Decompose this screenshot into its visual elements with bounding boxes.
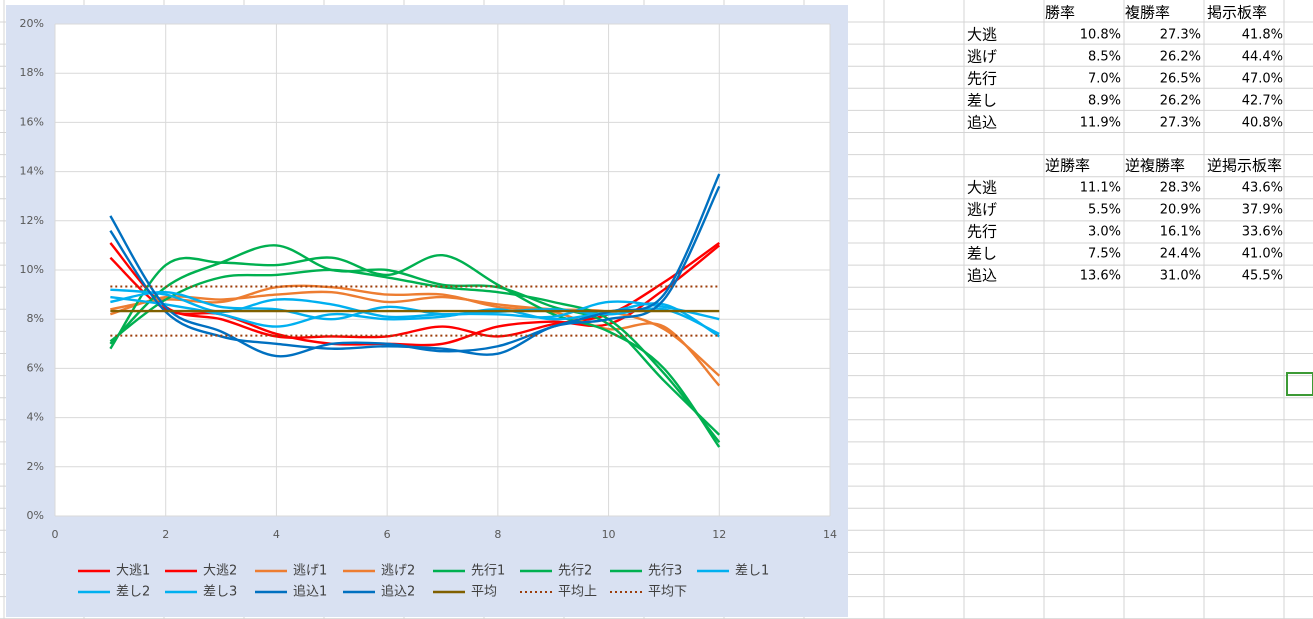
legend-label: 逃げ1 (293, 564, 327, 579)
cell-value: 41.0% (1242, 247, 1283, 262)
x-tick-label: 2 (162, 528, 169, 541)
x-tick-label: 14 (823, 528, 837, 541)
y-tick-label: 10% (20, 263, 44, 276)
axes: 0% 2% 4% 6% 8% 10% 12% 14% 16% 18% 20% 0 2 4 6 8 10 12 14 (20, 17, 837, 541)
row-label: 大逃 (967, 179, 997, 197)
legend-label: 差し3 (203, 585, 237, 600)
y-tick-label: 2% (27, 460, 44, 473)
row-label: 逃げ (967, 48, 997, 66)
column-header: 逆勝率 (1045, 157, 1090, 175)
column-header: 掲示板率 (1207, 4, 1267, 22)
cell-value: 11.9% (1080, 116, 1121, 131)
y-tick-label: 0% (27, 509, 44, 522)
series-line (109, 244, 721, 436)
column-header: 勝率 (1045, 4, 1075, 22)
grid (54, 23, 831, 517)
column-header: 逆掲示板率 (1207, 157, 1282, 175)
y-tick-label: 6% (27, 361, 44, 374)
cell-value: 27.3% (1160, 116, 1201, 131)
legend-label: 追込2 (381, 584, 415, 600)
legend-label: 差し1 (735, 564, 769, 579)
x-tick-label: 8 (494, 528, 501, 541)
column-header: 逆複勝率 (1125, 157, 1185, 175)
legend-label: 大逃1 (116, 564, 150, 579)
cell-value: 41.8% (1242, 28, 1283, 43)
y-tick-label: 14% (20, 165, 44, 178)
lines (109, 173, 721, 448)
y-tick-label: 16% (20, 115, 44, 128)
legend-label: 平均下 (648, 585, 687, 600)
cell-value: 5.5% (1088, 203, 1121, 218)
cell-value: 28.3% (1160, 181, 1201, 196)
legend-label: 先行1 (471, 564, 505, 579)
cell-value: 3.0% (1088, 225, 1121, 240)
y-tick-label: 4% (27, 411, 44, 424)
cell-value: 7.0% (1088, 72, 1121, 87)
cell-value: 26.2% (1160, 50, 1201, 65)
cell-value: 37.9% (1242, 203, 1283, 218)
row-label: 大逃 (967, 26, 997, 44)
row-label: 追込 (967, 267, 997, 285)
cell-value: 33.6% (1242, 225, 1283, 240)
column-header: 複勝率 (1125, 4, 1170, 22)
legend-label: 先行2 (558, 564, 592, 579)
cell-value: 8.9% (1088, 94, 1121, 109)
legend-label: 先行3 (648, 564, 682, 579)
cell-value: 44.4% (1242, 50, 1283, 65)
cell-value: 20.9% (1160, 203, 1201, 218)
row-label: 追込 (967, 114, 997, 132)
y-tick-label: 20% (20, 17, 44, 30)
y-tick-label: 12% (20, 214, 44, 227)
cell-value: 42.7% (1242, 94, 1283, 109)
y-tick-label: 8% (27, 312, 44, 325)
series-line (109, 185, 721, 356)
cell-value: 7.5% (1088, 247, 1121, 262)
cell-value: 27.3% (1160, 28, 1201, 43)
x-tick-label: 10 (602, 528, 616, 541)
row-label: 逃げ (967, 201, 997, 219)
cell-value: 47.0% (1242, 72, 1283, 87)
x-tick-label: 6 (384, 528, 391, 541)
cell-value: 16.1% (1160, 225, 1201, 240)
row-label: 先行 (967, 70, 997, 88)
cell-value: 43.6% (1242, 181, 1283, 196)
cell-value: 40.8% (1242, 116, 1283, 131)
legend: 大逃1 大逃2 逃げ1 逃げ2 先行1 先行2 先行3 差し1 差し2 差し3 追込1 追込2 平均 平均… (78, 564, 769, 600)
cell-value: 24.4% (1160, 247, 1201, 262)
x-tick-label: 12 (712, 528, 726, 541)
cell-value: 45.5% (1242, 269, 1283, 284)
cell-value: 10.8% (1080, 28, 1121, 43)
cell-value: 13.6% (1080, 269, 1121, 284)
row-label: 先行 (967, 223, 997, 241)
x-tick-label: 4 (273, 528, 280, 541)
legend-label: 大逃2 (203, 564, 237, 579)
x-tick-label: 0 (52, 528, 59, 541)
cell-value: 31.0% (1160, 269, 1201, 284)
cell-value: 26.5% (1160, 72, 1201, 87)
row-label: 差し (967, 92, 997, 110)
legend-label: 平均 (471, 585, 497, 600)
series-line (110, 284, 721, 387)
cell-value: 26.2% (1160, 94, 1201, 109)
row-label: 差し (967, 245, 997, 263)
legend-label: 差し2 (116, 585, 150, 600)
cell-value: 8.5% (1088, 50, 1121, 65)
legend-label: 逃げ2 (381, 564, 415, 579)
cell-value: 11.1% (1080, 181, 1121, 196)
y-tick-label: 18% (20, 66, 44, 79)
series-line (109, 254, 721, 448)
selected-cell[interactable] (1286, 372, 1313, 396)
series-line (109, 268, 721, 443)
legend-label: 平均上 (558, 585, 597, 600)
legend-label: 追込1 (293, 584, 327, 600)
